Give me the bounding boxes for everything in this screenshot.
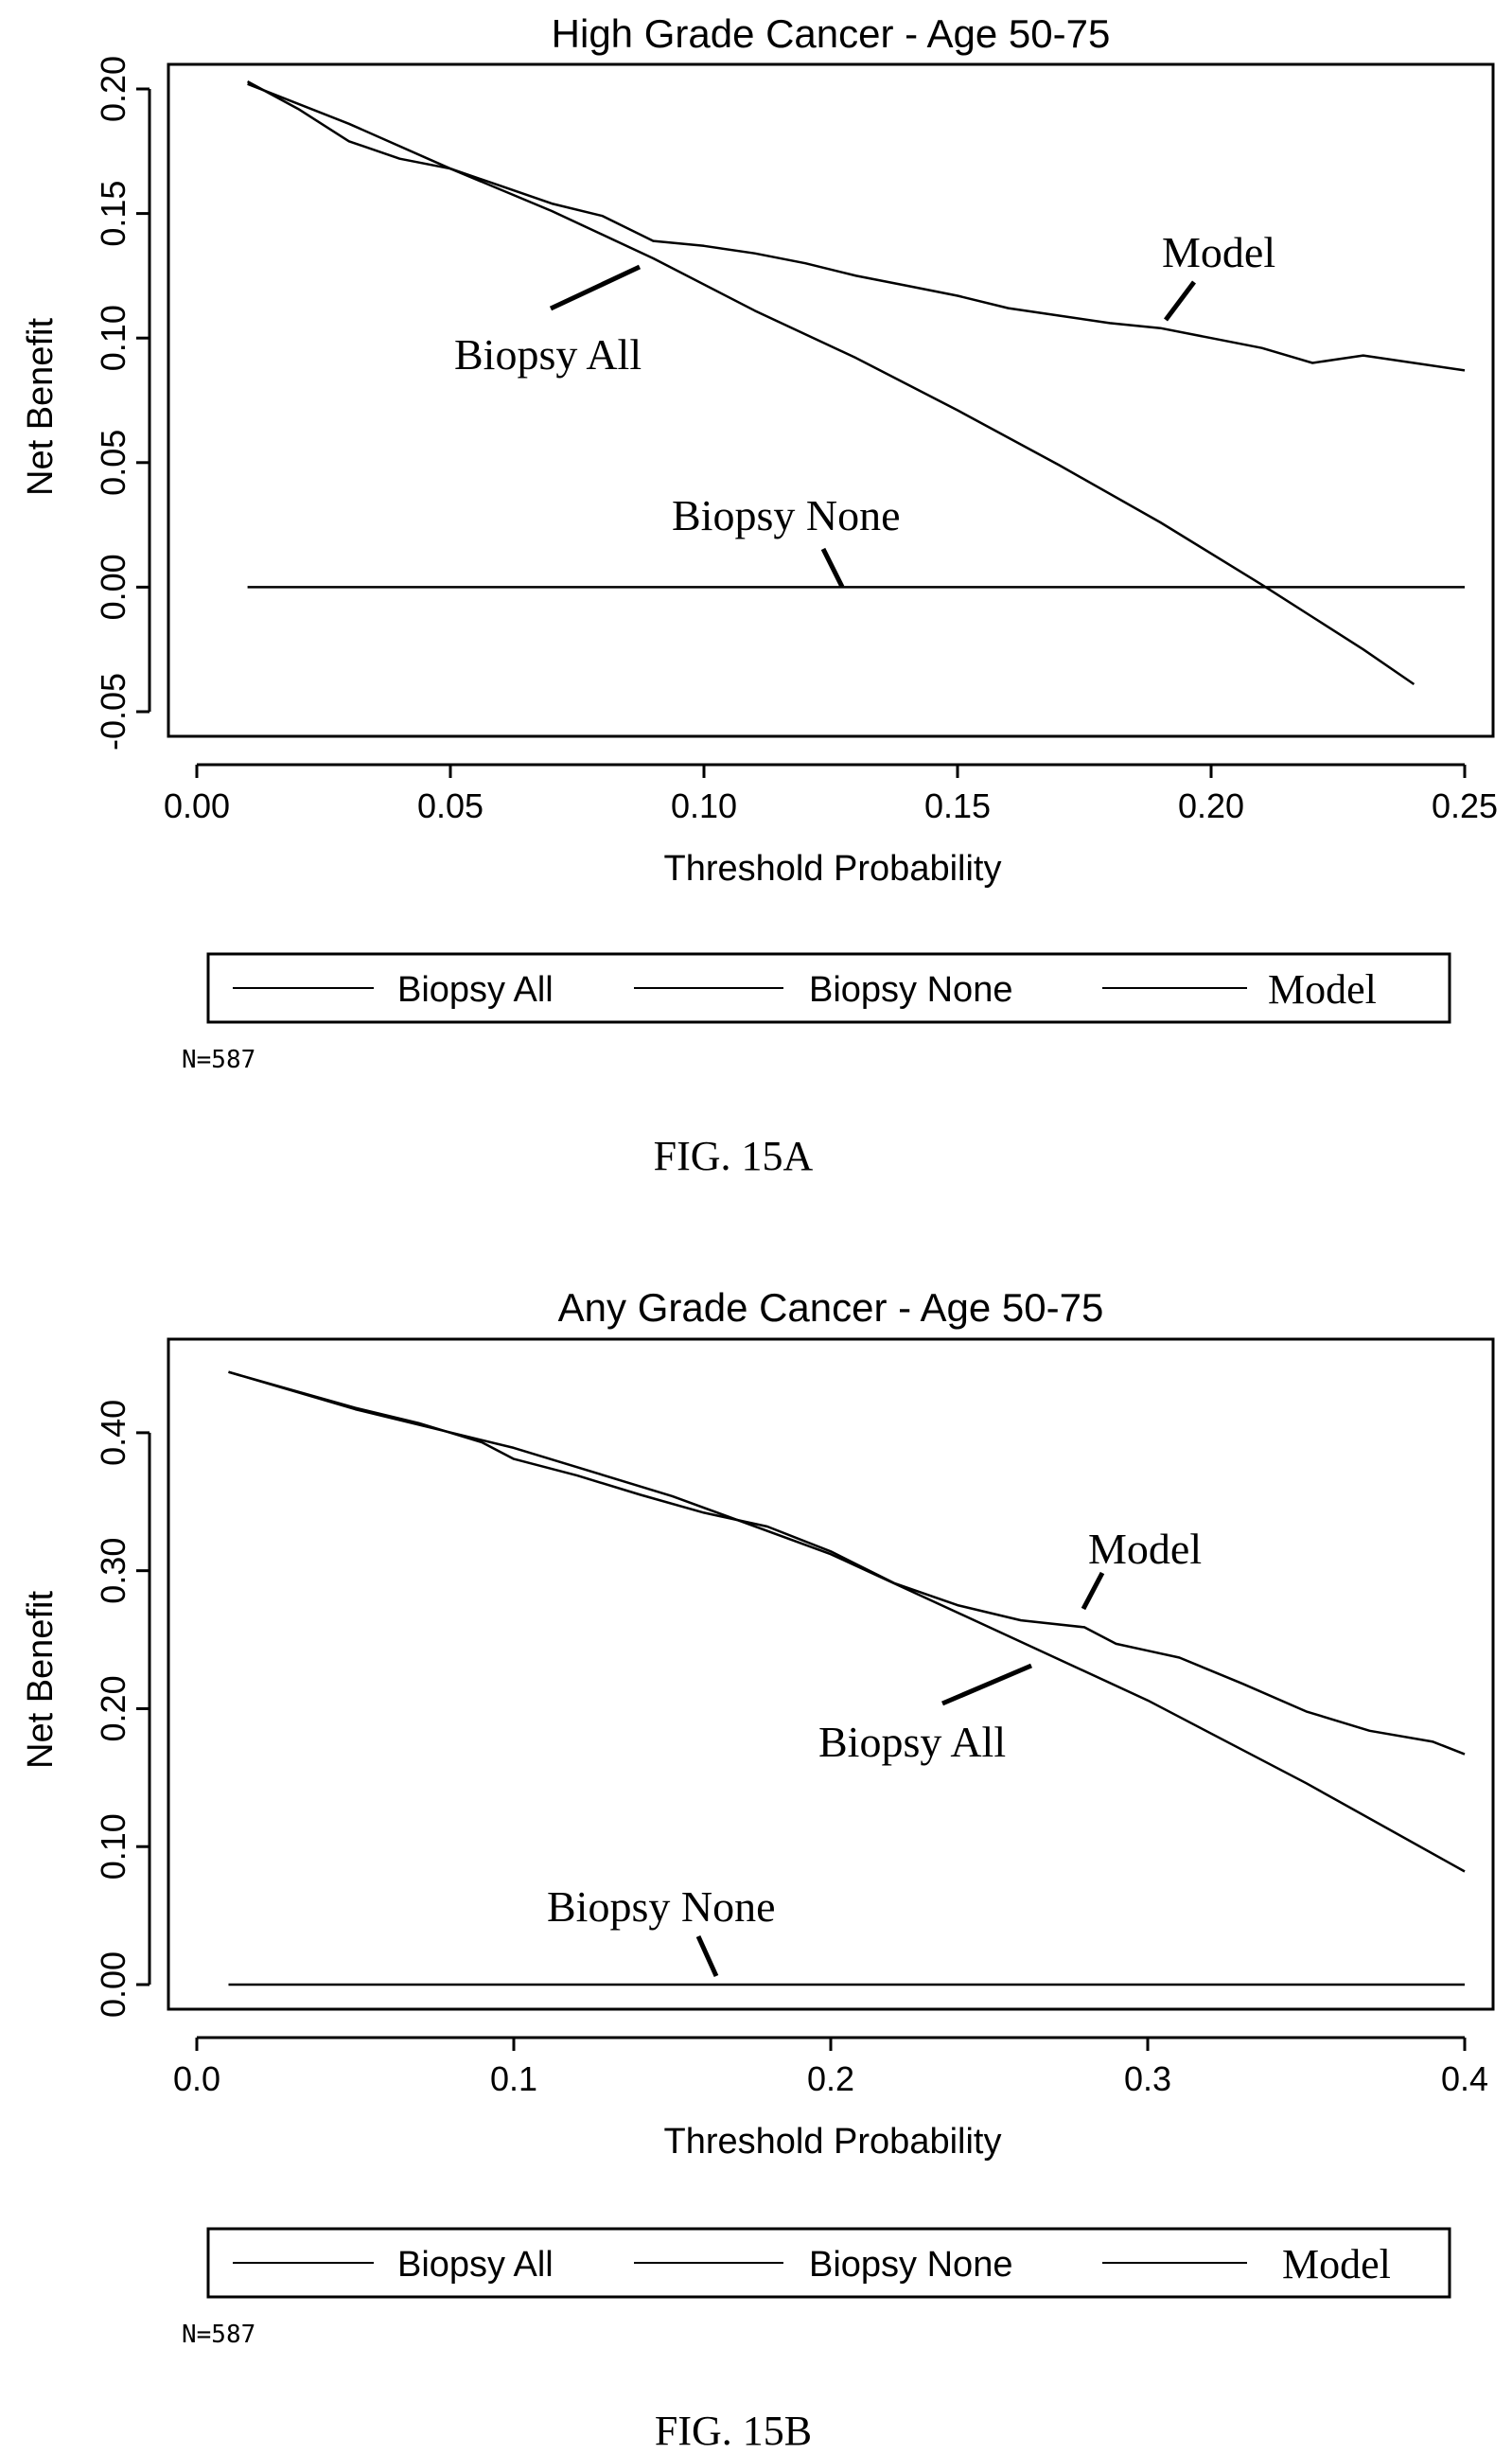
chart-any-grade: Any Grade Cancer - Age 50-75 Net Benefit… — [21, 1285, 1495, 2454]
y-tick-label: 0.05 — [94, 430, 132, 496]
plot-area-frame — [167, 62, 1495, 738]
x-axis-label: Threshold Probability — [664, 849, 1002, 889]
x-axis: 0.0 0.1 0.2 0.3 0.4 — [173, 2036, 1488, 2098]
x-tick-label: 0.2 — [807, 2059, 854, 2098]
y-tick-label: 0.00 — [94, 554, 132, 620]
y-tick-label: 0.10 — [94, 305, 132, 371]
y-tick-label: 0.00 — [94, 1951, 132, 2018]
annotation-biopsy-none-pointer — [820, 547, 845, 589]
annotation-biopsy-all: Biopsy All — [454, 330, 642, 379]
annotation-biopsy-all-pointer — [941, 1663, 1032, 1706]
y-tick-label: 0.15 — [94, 181, 132, 247]
chart-title: High Grade Cancer - Age 50-75 — [552, 11, 1111, 56]
y-axis-label: Net Benefit — [21, 318, 61, 496]
legend-label-biopsy-all: Biopsy All — [397, 2245, 554, 2285]
y-tick-label: 0.20 — [94, 56, 132, 122]
figure-caption: FIG. 15A — [654, 1133, 814, 1179]
legend-label-biopsy-none: Biopsy None — [809, 970, 1012, 1010]
legend-label-model: Model — [1268, 966, 1377, 1013]
legend-label-biopsy-none: Biopsy None — [809, 2245, 1012, 2285]
x-tick-label: 0.3 — [1124, 2059, 1171, 2098]
x-tick-label: 0.0 — [173, 2059, 220, 2098]
y-tick-label: -0.05 — [94, 673, 132, 750]
annotation-model-pointer — [1164, 280, 1196, 322]
chart-high-grade: High Grade Cancer - Age 50-75 Net Benefi… — [21, 11, 1498, 1179]
annotation-biopsy-none: Biopsy None — [672, 491, 901, 539]
series-line-model — [247, 80, 1466, 372]
series-line-model — [228, 1370, 1466, 1756]
annotation-model: Model — [1162, 228, 1275, 276]
x-tick-label: 0.15 — [924, 786, 991, 825]
annotation-biopsy-all: Biopsy All — [818, 1718, 1006, 1766]
sample-size-note: N=587 — [182, 1046, 255, 1074]
annotation-biopsy-all-pointer — [549, 264, 642, 311]
x-tick-label: 0.4 — [1441, 2059, 1488, 2098]
y-axis: 0.00 0.10 0.20 0.30 0.40 — [94, 1400, 151, 2018]
legend-label-biopsy-all: Biopsy All — [397, 970, 554, 1010]
y-tick-label: 0.40 — [94, 1400, 132, 1466]
y-tick-label: 0.30 — [94, 1538, 132, 1604]
legend: Biopsy All Biopsy None Model — [206, 2227, 1451, 2299]
x-axis: 0.00 0.05 0.10 0.15 0.20 0.25 — [164, 763, 1498, 825]
y-axis: -0.05 0.00 0.05 0.10 0.15 0.20 — [94, 56, 151, 750]
x-tick-label: 0.20 — [1178, 786, 1244, 825]
annotation-biopsy-none-pointer — [695, 1934, 719, 1978]
legend-label-model: Model — [1282, 2241, 1391, 2287]
figure-caption: FIG. 15B — [655, 2408, 812, 2454]
series-line-biopsy-all — [228, 1370, 1466, 1873]
x-tick-label: 0.00 — [164, 786, 230, 825]
annotation-biopsy-none: Biopsy None — [547, 1882, 776, 1931]
series-layer — [247, 80, 1466, 686]
x-axis-label: Threshold Probability — [664, 2122, 1002, 2162]
chart-title: Any Grade Cancer - Age 50-75 — [558, 1285, 1104, 1330]
plot-area-frame — [167, 1337, 1495, 2011]
sample-size-note: N=587 — [182, 2321, 255, 2349]
y-tick-label: 0.20 — [94, 1675, 132, 1741]
y-axis-label: Net Benefit — [21, 1591, 61, 1769]
legend-frame — [206, 952, 1451, 1024]
x-tick-label: 0.05 — [417, 786, 483, 825]
x-tick-label: 0.1 — [490, 2059, 537, 2098]
legend-frame — [206, 2227, 1451, 2299]
series-layer — [228, 1370, 1466, 1986]
annotation-model-pointer — [1081, 1571, 1105, 1611]
legend: Biopsy All Biopsy None Model — [206, 952, 1451, 1024]
series-line-biopsy-all — [247, 82, 1415, 686]
x-tick-label: 0.10 — [671, 786, 737, 825]
annotation-model: Model — [1088, 1525, 1202, 1573]
x-tick-label: 0.25 — [1432, 786, 1498, 825]
y-tick-label: 0.10 — [94, 1813, 132, 1880]
